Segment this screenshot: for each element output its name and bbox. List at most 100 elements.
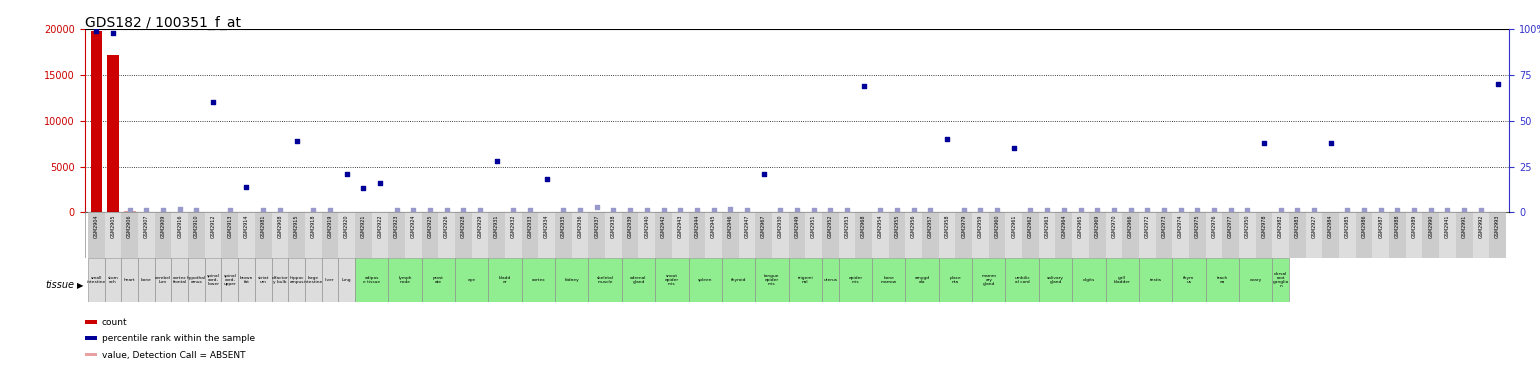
Bar (1389, 212, 1406, 258)
Text: digits: digits (1083, 278, 1095, 282)
Text: lung: lung (342, 278, 351, 282)
Bar (123, 211, 136, 212)
Bar (1472, 212, 1489, 258)
Text: bone
marrow: bone marrow (881, 276, 896, 284)
Bar (722, 258, 755, 302)
Bar (454, 258, 488, 302)
Text: ▶: ▶ (77, 281, 83, 290)
Point (634, 208, 659, 213)
Point (1269, 208, 1294, 213)
Text: GSM2922: GSM2922 (377, 214, 382, 238)
Text: GSM2924: GSM2924 (411, 214, 416, 238)
Bar (1489, 212, 1506, 258)
Bar (1240, 212, 1255, 258)
Text: GSM2960: GSM2960 (995, 214, 999, 238)
Point (1035, 208, 1060, 213)
Point (969, 208, 993, 213)
Bar (688, 258, 722, 302)
Bar (605, 212, 622, 258)
Text: GSM2989: GSM2989 (1412, 214, 1417, 238)
Point (701, 208, 725, 213)
Text: mamm
ary
gland: mamm ary gland (981, 274, 996, 286)
Text: GSM2928: GSM2928 (460, 214, 465, 238)
Point (434, 208, 459, 213)
Bar (906, 212, 922, 258)
Bar (522, 258, 554, 302)
Text: GSM2973: GSM2973 (1161, 214, 1166, 238)
Bar (755, 258, 788, 302)
Text: bone: bone (142, 278, 152, 282)
Bar (339, 258, 354, 302)
Bar (855, 212, 872, 258)
Bar (1340, 212, 1355, 258)
Bar (939, 212, 955, 258)
Bar (1089, 212, 1106, 258)
Text: GSM2942: GSM2942 (661, 214, 665, 238)
Bar (271, 212, 288, 258)
Point (285, 138, 310, 144)
Text: GSM2977: GSM2977 (1227, 214, 1234, 238)
Bar (889, 212, 906, 258)
Bar (1040, 258, 1072, 302)
Point (601, 208, 625, 213)
Bar (305, 258, 322, 302)
Point (451, 208, 476, 213)
Bar (755, 212, 772, 258)
Point (1252, 140, 1277, 146)
Bar (105, 212, 122, 258)
Bar (171, 258, 188, 302)
Text: trach
ea: trach ea (1217, 276, 1227, 284)
Text: GSM2935: GSM2935 (561, 214, 565, 238)
Bar (1123, 212, 1140, 258)
Text: GDS182 / 100351_f_at: GDS182 / 100351_f_at (85, 15, 240, 30)
Point (1418, 208, 1443, 213)
Text: place
nta: place nta (950, 276, 961, 284)
Point (517, 208, 542, 213)
Bar (939, 258, 972, 302)
Bar (972, 258, 1006, 302)
Bar (705, 212, 722, 258)
Bar (554, 212, 571, 258)
Text: GSM2974: GSM2974 (1178, 214, 1183, 238)
Text: GSM2906: GSM2906 (128, 214, 132, 238)
Point (1284, 208, 1309, 213)
Bar (839, 212, 855, 258)
Text: GSM2925: GSM2925 (428, 214, 433, 238)
Text: GSM2953: GSM2953 (844, 214, 850, 238)
Bar (772, 212, 788, 258)
Bar (1072, 212, 1089, 258)
Bar (588, 212, 605, 258)
Point (551, 208, 576, 213)
Point (1235, 208, 1260, 213)
Text: GSM2986: GSM2986 (1361, 214, 1366, 238)
Text: GSM2905: GSM2905 (111, 214, 116, 238)
Text: GSM2952: GSM2952 (829, 214, 833, 238)
Text: GSM2975: GSM2975 (1195, 214, 1200, 238)
Point (400, 208, 425, 213)
Point (300, 208, 325, 213)
Bar (1172, 212, 1189, 258)
Bar (488, 258, 522, 302)
Bar (205, 212, 222, 258)
Point (1384, 208, 1409, 213)
Point (1052, 208, 1076, 213)
Text: GSM2962: GSM2962 (1029, 214, 1033, 238)
Text: GSM2938: GSM2938 (611, 214, 616, 238)
Text: GSM2920: GSM2920 (343, 214, 350, 238)
Bar (239, 212, 254, 258)
Bar (1423, 212, 1440, 258)
Text: GSM2923: GSM2923 (394, 214, 399, 238)
Bar (554, 258, 588, 302)
Text: GSM2985: GSM2985 (1344, 214, 1351, 238)
Text: GSM2992: GSM2992 (1478, 214, 1483, 238)
Text: GSM2964: GSM2964 (1061, 214, 1066, 238)
Bar (122, 258, 139, 302)
Text: GSM2984: GSM2984 (1327, 214, 1334, 238)
Text: GSM2978: GSM2978 (1261, 214, 1266, 238)
Bar (505, 212, 522, 258)
Point (935, 136, 959, 142)
Bar (1106, 212, 1123, 258)
Bar (239, 258, 254, 302)
Text: cortex
frontal: cortex frontal (172, 276, 186, 284)
Text: thyroid: thyroid (732, 278, 747, 282)
